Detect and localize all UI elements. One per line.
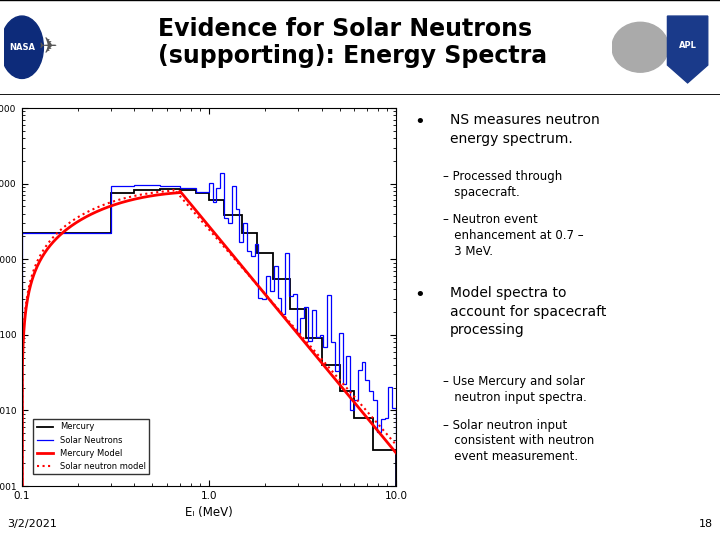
Text: – Use Mercury and solar
   neutron input spectra.: – Use Mercury and solar neutron input sp… bbox=[443, 375, 587, 404]
Mercury Model bbox=[220, 242, 229, 249]
Text: – Solar neutron input
   consistent with neutron
   event measurement.: – Solar neutron input consistent with ne… bbox=[443, 418, 594, 463]
Solar neutron model bbox=[384, 432, 392, 438]
Text: •: • bbox=[414, 286, 425, 304]
Text: Evidence for Solar Neutrons
(supporting): Energy Spectra: Evidence for Solar Neutrons (supporting)… bbox=[158, 17, 547, 69]
Mercury Model bbox=[176, 188, 184, 194]
Legend: Mercury, Solar Neutrons, Mercury Model, Solar neutron model: Mercury, Solar Neutrons, Mercury Model, … bbox=[33, 419, 149, 474]
Circle shape bbox=[612, 22, 668, 72]
Text: Model spectra to
account for spacecraft
processing: Model spectra to account for spacecraft … bbox=[450, 286, 606, 337]
Text: ✈: ✈ bbox=[38, 37, 57, 57]
Mercury Model bbox=[384, 440, 392, 446]
Solar neutron model bbox=[241, 268, 250, 274]
Mercury Model bbox=[392, 450, 400, 456]
Solar neutron model bbox=[392, 442, 400, 448]
Text: 18: 18 bbox=[698, 519, 713, 529]
X-axis label: Eₗ (MeV): Eₗ (MeV) bbox=[185, 507, 233, 519]
Line: Solar neutron model: Solar neutron model bbox=[22, 189, 396, 540]
Text: 3/2/2021: 3/2/2021 bbox=[7, 519, 57, 529]
Text: NS measures neutron
energy spectrum.: NS measures neutron energy spectrum. bbox=[450, 113, 600, 146]
Mercury Model bbox=[325, 369, 333, 375]
Mercury Model bbox=[196, 212, 204, 219]
Text: – Processed through
   spacecraft.: – Processed through spacecraft. bbox=[443, 170, 562, 199]
Mercury Model bbox=[198, 215, 207, 221]
Solar neutron model bbox=[170, 186, 179, 192]
Solar neutron model bbox=[325, 364, 333, 371]
Polygon shape bbox=[667, 16, 708, 83]
Mercury Model bbox=[241, 267, 250, 273]
Text: NASA: NASA bbox=[9, 43, 35, 52]
Circle shape bbox=[1, 16, 43, 78]
Text: •: • bbox=[414, 113, 425, 131]
Text: APL: APL bbox=[679, 41, 696, 50]
Solar neutron model bbox=[196, 216, 204, 222]
Solar neutron model bbox=[198, 219, 207, 225]
Text: – Neutron event
   enhancement at 0.7 –
   3 MeV.: – Neutron event enhancement at 0.7 – 3 M… bbox=[443, 213, 583, 258]
Solar neutron model bbox=[220, 245, 229, 251]
Line: Mercury Model: Mercury Model bbox=[22, 191, 396, 540]
